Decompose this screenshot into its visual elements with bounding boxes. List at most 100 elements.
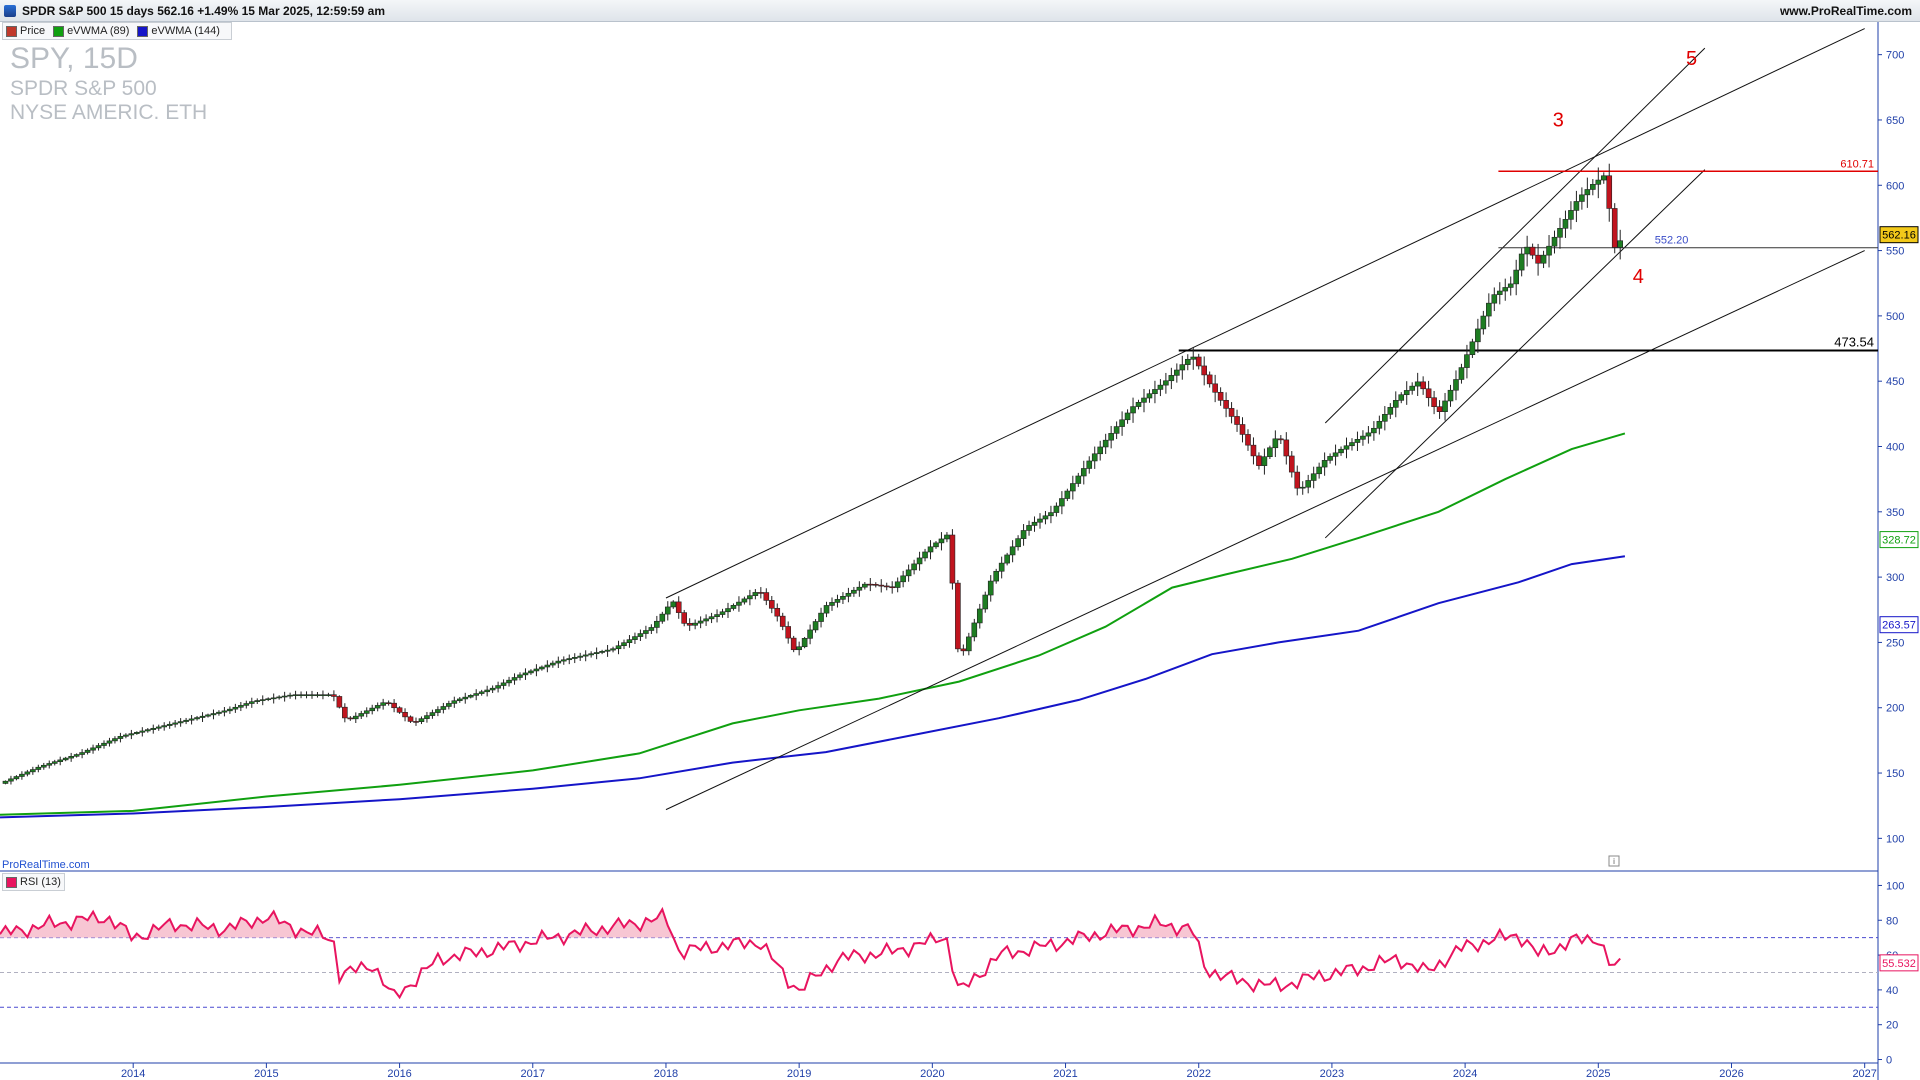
candle-body xyxy=(413,721,419,723)
candle-body xyxy=(1288,455,1295,473)
time-tick-label: 2015 xyxy=(254,1068,278,1080)
candle-body xyxy=(533,668,540,672)
candle-body xyxy=(1447,389,1454,402)
candle-body xyxy=(57,759,64,762)
candle-body xyxy=(878,584,885,587)
candle-body xyxy=(1403,390,1410,396)
legend-evwma-89[interactable]: eVWMA (89) xyxy=(53,25,129,37)
time-tick-label: 2027 xyxy=(1852,1068,1876,1080)
candle-body xyxy=(1212,383,1218,393)
candle-body xyxy=(692,622,698,626)
candle-body xyxy=(976,608,983,624)
candle-body xyxy=(933,542,939,548)
candle-body xyxy=(1338,448,1344,454)
candle-body xyxy=(1059,498,1065,507)
candle-body xyxy=(1442,400,1448,412)
wave-label: 4 xyxy=(1633,266,1644,288)
candle-body xyxy=(418,718,425,722)
rsi-last-box xyxy=(1879,954,1919,972)
candle-body xyxy=(741,598,748,603)
candle-body xyxy=(402,712,408,718)
price-tick-label: 400 xyxy=(1886,442,1904,454)
candle-body xyxy=(352,715,359,720)
horizontal-levels: 610.71 552.20 473.54 xyxy=(1178,158,1878,352)
price-markers: 562.16 328.72 263.57 xyxy=(1879,226,1919,634)
time-tick-label: 2022 xyxy=(1186,1068,1210,1080)
candle-body xyxy=(456,698,463,702)
trendline xyxy=(665,28,1865,599)
candle-body xyxy=(1102,439,1109,448)
candle-body xyxy=(1349,442,1355,447)
indicator-legend[interactable]: Price eVWMA (89) eVWMA (144) xyxy=(2,22,232,40)
candle-body xyxy=(210,713,217,716)
candle-body xyxy=(1278,438,1284,441)
candle-body xyxy=(68,756,74,759)
candle-body xyxy=(905,569,912,577)
candle-body xyxy=(1272,438,1279,449)
candle-body xyxy=(188,718,195,721)
candle-body xyxy=(46,763,53,766)
legend-price[interactable]: Price xyxy=(6,25,45,37)
candle-body xyxy=(358,713,365,717)
candle-body xyxy=(177,721,184,724)
time-tick-label: 2023 xyxy=(1320,1068,1344,1080)
candle-body xyxy=(19,773,25,777)
candle-body xyxy=(670,601,677,608)
candle-body xyxy=(199,715,206,718)
candle-body xyxy=(489,687,496,691)
price-swatch-icon xyxy=(6,25,17,37)
candle-body xyxy=(1130,406,1136,414)
price-marker-label: 263.57 xyxy=(1882,620,1916,632)
price-marker-box xyxy=(1879,616,1919,634)
candle-body xyxy=(320,694,326,696)
candle-body xyxy=(1245,434,1251,446)
candle-body xyxy=(117,736,124,739)
candle-body xyxy=(440,706,447,710)
candle-body xyxy=(1228,408,1235,417)
candle-body xyxy=(1573,201,1580,211)
price-tick-label: 600 xyxy=(1886,180,1904,192)
candle-body xyxy=(779,615,786,627)
candle-body xyxy=(1376,420,1383,429)
rsi-line xyxy=(0,906,1621,1000)
candle-body xyxy=(604,649,611,652)
candle-body xyxy=(719,611,726,615)
site-link[interactable]: www.ProRealTime.com xyxy=(1779,4,1912,18)
candle-body xyxy=(1469,341,1476,355)
candle-body xyxy=(1431,397,1437,407)
candle-body xyxy=(1343,445,1350,450)
candle-body xyxy=(265,698,272,701)
candle-body xyxy=(823,605,830,614)
candle-body xyxy=(363,710,370,714)
watermark[interactable]: ProRealTime.com xyxy=(2,859,90,871)
legend-evwma-144[interactable]: eVWMA (144) xyxy=(137,25,220,37)
candle-body xyxy=(643,630,649,634)
wave-label: 5 xyxy=(1686,48,1697,70)
price-tick-label: 250 xyxy=(1886,637,1904,649)
candle-body xyxy=(259,699,266,701)
candle-body xyxy=(916,557,923,565)
candle-body xyxy=(1600,175,1607,181)
info-icon[interactable]: i xyxy=(1608,855,1620,867)
candle-body xyxy=(1157,384,1164,390)
candle-body xyxy=(435,709,441,713)
candle-body xyxy=(1529,246,1536,256)
candle-body xyxy=(736,601,742,606)
candle-body xyxy=(610,648,616,651)
candle-body xyxy=(1606,175,1613,209)
rsi-legend[interactable]: RSI (13) xyxy=(2,873,65,891)
candle-body xyxy=(462,696,469,700)
candle-body xyxy=(446,703,452,707)
candle-body xyxy=(396,707,403,713)
candle-body xyxy=(593,652,600,655)
time-tick-label: 2017 xyxy=(521,1068,545,1080)
price-marker-label: 562.16 xyxy=(1882,230,1916,242)
candle-body xyxy=(1464,354,1470,368)
candle-body xyxy=(626,639,633,643)
rsi-tick-label: 40 xyxy=(1886,985,1898,997)
candle-body xyxy=(747,595,753,600)
candle-body xyxy=(763,592,770,601)
candle-body xyxy=(1305,480,1311,488)
candle-body xyxy=(1480,315,1487,330)
